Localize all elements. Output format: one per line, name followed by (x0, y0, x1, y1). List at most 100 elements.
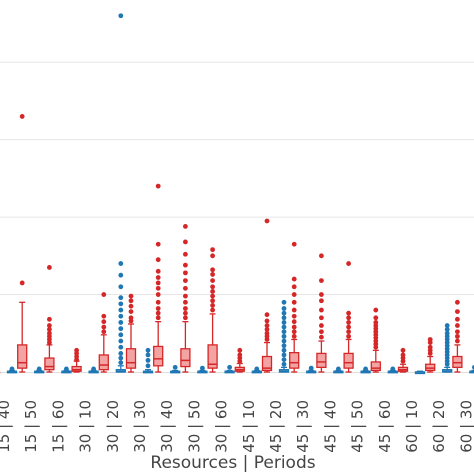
outlier-point (346, 324, 351, 330)
x-tick-labels: 15 | 40 15 | 50 15 | 60 30 | 10 30 | 20 30 | … (0, 400, 474, 453)
outlier-point (155, 183, 161, 189)
outlier-point (47, 316, 52, 322)
blue-box-12 (333, 366, 344, 374)
outlier-point (172, 364, 178, 370)
outlier-point (101, 319, 107, 325)
outlier-point (291, 299, 297, 305)
red-box-3 (71, 347, 82, 373)
outlier-point (101, 324, 107, 330)
outlier-point (183, 315, 188, 321)
outlier-point (118, 284, 124, 290)
outlier-point (183, 262, 188, 268)
outlier-point (291, 241, 297, 247)
outlier-point (101, 329, 107, 335)
outlier-point (281, 361, 287, 367)
outlier-point (101, 292, 107, 297)
grid-lines (0, 61, 474, 373)
outlier-point (281, 347, 287, 353)
x-tick-label: 60 | 30 (457, 400, 474, 453)
outlier-point (373, 307, 379, 313)
red-box-5 (125, 293, 137, 373)
outlier-point (183, 299, 188, 305)
blue-box-8 (224, 364, 235, 374)
red-box-13 (343, 261, 354, 373)
box-groups (0, 13, 474, 375)
outlier-point (291, 284, 297, 290)
outlier-point (155, 285, 161, 291)
x-tick-label: 15 | 50 (22, 400, 40, 453)
x-tick-label: 30 | 10 (77, 400, 95, 453)
outlier-point (400, 352, 406, 358)
outlier-point (183, 293, 188, 299)
box-iqr (125, 348, 137, 369)
blue-box-17 (469, 364, 474, 374)
red-box-9 (234, 347, 245, 373)
outlier-point (155, 299, 161, 305)
box-iqr (98, 354, 109, 371)
outlier-point (128, 309, 134, 314)
red-box-14 (370, 307, 381, 373)
outlier-point (145, 352, 151, 358)
box-iqr (316, 352, 327, 369)
outlier-point (237, 347, 243, 353)
outlier-point (281, 338, 287, 344)
outlier-point (118, 313, 124, 319)
box-iqr (153, 345, 164, 367)
outlier-point (64, 366, 69, 372)
outlier-point (346, 310, 351, 316)
red-box-17 (452, 299, 463, 373)
outlier-point (427, 344, 433, 350)
outlier-point (145, 357, 151, 363)
outlier-point (210, 284, 216, 290)
outlier-point (118, 307, 124, 313)
outlier-point (319, 253, 324, 259)
blue-box-0 (6, 366, 18, 374)
outlier-point (118, 332, 124, 338)
outlier-point (155, 292, 161, 297)
box-iqr (261, 355, 273, 372)
x-tick-label: 30 | 20 (104, 400, 122, 453)
outlier-point (291, 276, 297, 282)
outlier-point (91, 366, 96, 372)
blue-box-14 (387, 366, 398, 374)
outlier-point (210, 272, 216, 277)
blue-box-2 (61, 366, 72, 374)
x-tick-label: 45 | 10 (240, 400, 258, 453)
x-tick-label: 30 | 50 (185, 400, 203, 453)
outlier-point (319, 278, 324, 284)
box-iqr (44, 357, 55, 371)
outlier-point (346, 320, 351, 325)
outlier-point (281, 357, 287, 363)
outlier-point (319, 315, 324, 321)
outlier-point (128, 293, 134, 299)
outlier-point (319, 334, 324, 340)
outlier-point (210, 253, 216, 259)
outlier-point (183, 278, 188, 284)
outlier-point (455, 329, 460, 335)
x-tick-label: 60 | 20 (430, 400, 448, 453)
outlier-point (281, 343, 287, 349)
outlier-point (183, 310, 188, 316)
outlier-point (118, 301, 124, 307)
outlier-point (47, 330, 52, 336)
outlier-point (200, 365, 205, 371)
blue-box-15 (414, 370, 426, 375)
outlier-point (118, 13, 124, 19)
outlier-point (74, 347, 79, 353)
blue-box-13 (360, 366, 371, 374)
x-tick-label: 45 | 40 (321, 400, 339, 453)
outlier-point (118, 320, 124, 325)
outlier-point (455, 309, 460, 314)
outlier-point (281, 299, 287, 305)
outlier-point (455, 323, 460, 328)
outlier-point (128, 315, 134, 321)
outlier-point (47, 323, 52, 328)
outlier-point (183, 251, 188, 257)
outlier-point (264, 312, 270, 318)
x-tick-label: 45 | 30 (294, 400, 312, 453)
box-iqr (207, 344, 218, 369)
box-iqr (289, 351, 300, 369)
x-tick-label: 15 | 40 (0, 400, 13, 453)
blue-box-1 (34, 366, 45, 374)
x-tick-label: 30 | 30 (131, 400, 149, 453)
